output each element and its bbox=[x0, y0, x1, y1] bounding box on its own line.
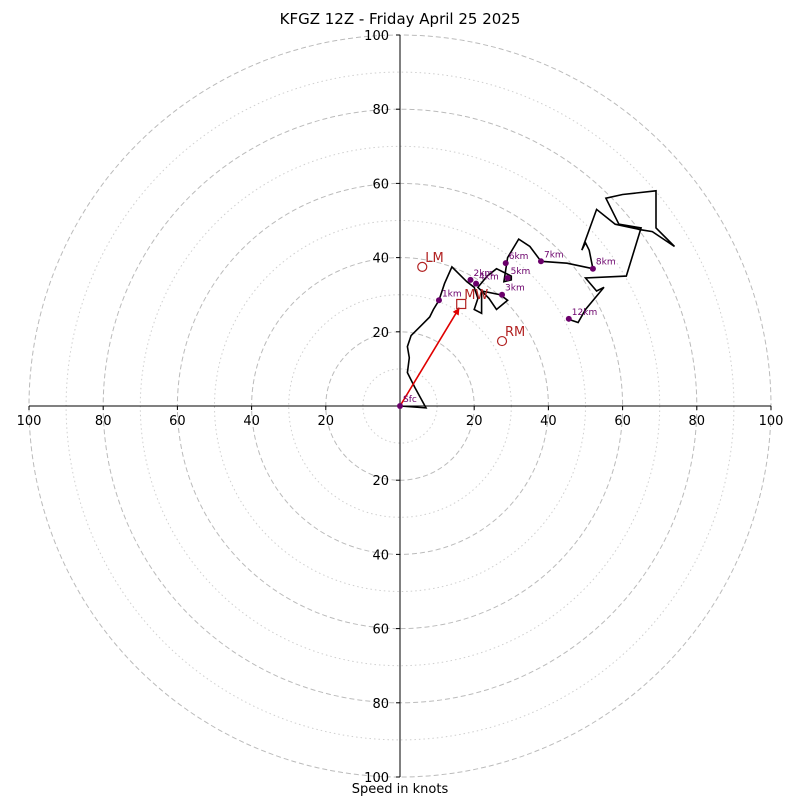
height-marker-7km bbox=[537, 258, 544, 265]
height-marker-12km bbox=[565, 315, 572, 322]
height-marker-3km bbox=[499, 291, 506, 298]
height-label-8km: 8km bbox=[596, 258, 616, 268]
y-tick-label: 100 bbox=[364, 771, 389, 786]
x-axis-label: Speed in knots bbox=[351, 782, 449, 797]
height-label-3km: 3km bbox=[505, 284, 525, 294]
storm-motion-marker-mw bbox=[456, 298, 467, 310]
mean-wind-group bbox=[399, 307, 461, 407]
y-tick-label: 20 bbox=[372, 474, 389, 489]
x-tick-label: 40 bbox=[540, 414, 557, 429]
height-marker-2km bbox=[467, 276, 474, 283]
height-label-7km: 7km bbox=[544, 250, 564, 260]
height-label-4km: 4km bbox=[479, 273, 499, 283]
mean-wind-vector bbox=[399, 307, 461, 407]
x-tick-label: 100 bbox=[17, 414, 42, 429]
height-marker-8km bbox=[589, 265, 596, 272]
x-tick-label: 100 bbox=[759, 414, 784, 429]
y-tick-label: 80 bbox=[372, 697, 389, 712]
x-tick-label: 20 bbox=[466, 414, 483, 429]
x-tick-label: 40 bbox=[243, 414, 260, 429]
x-tick-label: 20 bbox=[318, 414, 335, 429]
x-tick-label: 80 bbox=[95, 414, 112, 429]
height-label-5km: 5km bbox=[511, 267, 531, 277]
mean-wind-arrowhead bbox=[452, 307, 460, 316]
hodograph-trace bbox=[399, 189, 676, 409]
height-marker-6km bbox=[502, 260, 509, 267]
height-label-sfc: Sfc bbox=[403, 395, 417, 405]
x-tick-label: 80 bbox=[689, 414, 706, 429]
height-marker-1km bbox=[435, 297, 442, 304]
storm-motion-label-rm: RM bbox=[505, 325, 525, 340]
height-label-1km: 1km bbox=[442, 289, 462, 299]
y-tick-label: 80 bbox=[372, 103, 389, 118]
storm-motion-group: LM RM MW bbox=[417, 251, 525, 347]
storm-motion-marker-rm bbox=[496, 335, 508, 347]
y-tick-label: 60 bbox=[372, 177, 389, 192]
y-tick-labels: 100 80 60 40 20 20 40 60 80 100 bbox=[364, 29, 400, 786]
height-marker-4km bbox=[473, 280, 480, 287]
height-marker-5km bbox=[504, 275, 511, 282]
y-tick-label: 60 bbox=[372, 623, 389, 638]
height-markers-group: Sfc 1km 2km 3km 4km 5km 6km 7km 8km 12km bbox=[397, 250, 616, 409]
storm-motion-label-mw: MW bbox=[464, 288, 488, 303]
storm-motion-marker-lm bbox=[417, 261, 428, 272]
storm-motion-label-lm: LM bbox=[425, 251, 443, 266]
height-label-12km: 12km bbox=[572, 308, 597, 318]
y-tick-label: 20 bbox=[372, 326, 389, 341]
height-label-6km: 6km bbox=[509, 252, 529, 262]
height-marker-sfc bbox=[397, 403, 403, 409]
x-tick-label: 60 bbox=[614, 414, 631, 429]
y-tick-label: 40 bbox=[372, 548, 389, 563]
y-tick-label: 40 bbox=[372, 252, 389, 267]
y-tick-label: 100 bbox=[364, 29, 389, 44]
x-tick-labels: 100 80 60 40 20 20 40 60 80 100 bbox=[17, 406, 784, 429]
hodograph-trace-group bbox=[399, 189, 676, 409]
x-tick-label: 60 bbox=[169, 414, 186, 429]
height-label-2km: 2km bbox=[473, 269, 493, 279]
chart-title: KFGZ 12Z - Friday April 25 2025 bbox=[279, 10, 521, 28]
